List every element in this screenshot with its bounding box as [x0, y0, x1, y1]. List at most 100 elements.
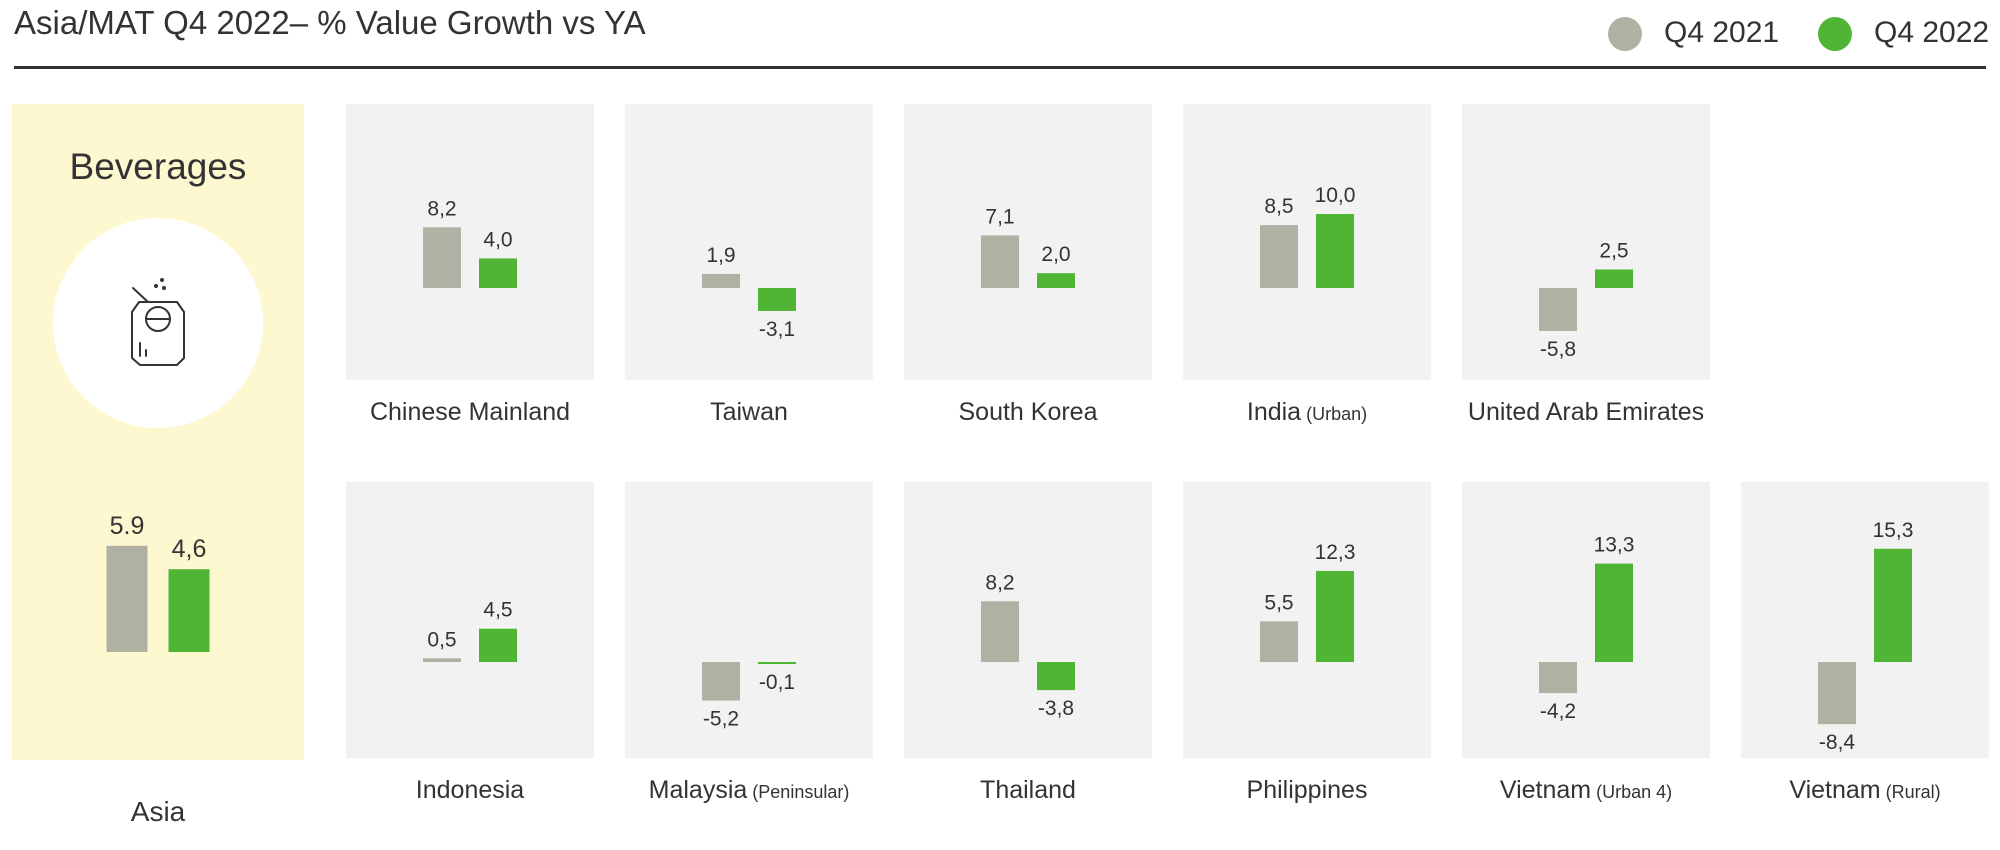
country-label-south-korea: South Korea: [884, 398, 1172, 427]
data-label-vietnam-rural-q4-2021: -8,4: [1819, 731, 1856, 754]
bar-asia-q4-2022: [168, 569, 210, 652]
data-label-vietnam-urban4-q4-2021: -4,2: [1540, 700, 1576, 723]
title-rule: [14, 66, 1986, 69]
data-label-india-q4-2021: 8,5: [1264, 195, 1293, 218]
country-label-malaysia: Malaysia (Peninsular): [605, 776, 893, 805]
beverage-can-icon: [131, 278, 185, 366]
bar-philippines-q4-2022: [1316, 570, 1354, 662]
bar-uae-q4-2022: [1595, 269, 1633, 288]
country-name: Chinese Mainland: [369, 398, 571, 426]
chart-panel-south-korea: 7,1 2,0: [904, 104, 1152, 380]
bar-malaysia-q4-2021: [702, 662, 740, 701]
data-label-thailand-q4-2022: -3,8: [1038, 697, 1074, 720]
bar-taiwan-q4-2022: [758, 288, 796, 311]
chart-panel-india: 8,5 10,0: [1183, 104, 1431, 380]
data-label-indonesia-q4-2022: 4,5: [483, 599, 512, 622]
country-label-vietnam-rural: Vietnam (Rural): [1721, 776, 2000, 805]
country-name: Thailand: [980, 776, 1076, 804]
category-heading: Beverages: [69, 146, 247, 187]
chart-panel-thailand: 8,2 -3,8: [904, 482, 1152, 758]
country-name: Philippines: [1246, 776, 1368, 804]
page-title: Asia/MAT Q4 2022– % Value Growth vs YA: [14, 4, 646, 41]
bars-chinese-mainland: 8,2 4,0: [423, 197, 517, 288]
country-name: Taiwan: [710, 398, 788, 426]
asia-bars: 5.9 4,6: [106, 512, 210, 652]
country-label-india: India (Urban): [1163, 398, 1451, 427]
bar-thailand-q4-2021: [981, 601, 1019, 662]
country-name: Vietnam: [1499, 776, 1592, 804]
bars-south-korea: 7,1 2,0: [981, 205, 1075, 288]
chart-panel-uae: -5,8 2,5: [1462, 104, 1710, 380]
icon-circle: [53, 218, 263, 428]
bar-india-q4-2022: [1316, 214, 1354, 288]
bars-vietnam-rural: -8,4 15,3: [1818, 519, 1914, 754]
country-name: United Arab Emirates: [1467, 398, 1705, 426]
bar-taiwan-q4-2021: [702, 273, 740, 288]
chart-panel-malaysia: -5,2 -0,1: [625, 482, 873, 758]
data-label-south-korea-q4-2022: 2,0: [1041, 243, 1070, 266]
chart-panel-vietnam-urban4: -4,2 13,3: [1462, 482, 1710, 758]
country-name: Indonesia: [415, 776, 525, 804]
bars-malaysia: -5,2 -0,1: [702, 662, 796, 730]
data-label-asia-q4-2022: 4,6: [172, 535, 207, 563]
data-label-philippines-q4-2021: 5,5: [1264, 591, 1293, 614]
country-name: South Korea: [958, 398, 1098, 426]
data-label-uae-q4-2022: 2,5: [1599, 240, 1628, 263]
bar-asia-q4-2021: [106, 545, 148, 652]
bar-vietnam-rural-q4-2021: [1818, 662, 1856, 725]
country-qualifier: (Peninsular): [747, 782, 850, 802]
region-label-asia: Asia: [130, 796, 186, 827]
data-label-india-q4-2022: 10,0: [1315, 184, 1356, 207]
chart-panel-vietnam-rural: -8,4 15,3: [1741, 482, 1989, 758]
bars-taiwan: 1,9 -3,1: [702, 244, 796, 341]
country-label-philippines: Philippines: [1163, 776, 1451, 805]
legend-swatch-q4-2022: [1818, 17, 1852, 51]
country-label-taiwan: Taiwan: [605, 398, 893, 427]
bar-indonesia-q4-2021: [423, 658, 461, 662]
legend-label-q4-2021: Q4 2021: [1664, 16, 1780, 49]
country-label-chinese-mainland: Chinese Mainland: [326, 398, 614, 427]
bars-vietnam-urban4: -4,2 13,3: [1539, 534, 1635, 723]
bar-chinese-mainland-q4-2021: [423, 227, 461, 288]
data-label-malaysia-q4-2022: -0,1: [759, 671, 795, 694]
asia-panel: Beverages: [12, 104, 304, 760]
country-qualifier: (Urban 4): [1591, 782, 1673, 802]
bars-thailand: 8,2 -3,8: [981, 571, 1075, 720]
chart-panel-chinese-mainland: 8,2 4,0: [346, 104, 594, 380]
chart-panel-taiwan: 1,9 -3,1: [625, 104, 873, 380]
country-label-vietnam-urban4: Vietnam (Urban 4): [1442, 776, 1730, 805]
data-label-south-korea-q4-2021: 7,1: [985, 205, 1014, 228]
chart-panel-indonesia: 0,5 4,5: [346, 482, 594, 758]
data-label-chinese-mainland-q4-2021: 8,2: [427, 197, 456, 220]
country-qualifier: (Urban): [1301, 404, 1368, 424]
bar-vietnam-rural-q4-2022: [1874, 548, 1912, 662]
data-label-taiwan-q4-2021: 1,9: [706, 244, 735, 267]
data-label-philippines-q4-2022: 12,3: [1315, 541, 1356, 564]
data-label-indonesia-q4-2021: 0,5: [427, 628, 456, 651]
country-qualifier: (Rural): [1880, 782, 1941, 802]
data-label-vietnam-rural-q4-2022: 15,3: [1873, 519, 1914, 542]
legend-label-q4-2022: Q4 2022: [1874, 16, 1990, 49]
bar-chinese-mainland-q4-2022: [479, 258, 517, 288]
bars-uae: -5,8 2,5: [1539, 240, 1633, 361]
country-name: Malaysia: [648, 776, 748, 804]
bar-south-korea-q4-2021: [981, 235, 1019, 288]
data-label-uae-q4-2021: -5,8: [1540, 338, 1576, 361]
bar-south-korea-q4-2022: [1037, 273, 1075, 288]
legend: Q4 2021 Q4 2022: [1608, 14, 1990, 58]
data-label-asia-q4-2021: 5.9: [110, 512, 145, 540]
bar-uae-q4-2021: [1539, 288, 1577, 331]
bar-philippines-q4-2021: [1260, 621, 1298, 662]
bar-thailand-q4-2022: [1037, 662, 1075, 691]
country-label-indonesia: Indonesia: [326, 776, 614, 805]
bars-india: 8,5 10,0: [1260, 184, 1356, 288]
country-name: Vietnam: [1789, 776, 1881, 804]
country-label-uae: United Arab Emirates: [1442, 398, 1730, 427]
country-label-thailand: Thailand: [884, 776, 1172, 805]
bar-india-q4-2021: [1260, 225, 1298, 288]
data-label-chinese-mainland-q4-2022: 4,0: [483, 228, 512, 251]
data-label-vietnam-urban4-q4-2022: 13,3: [1594, 534, 1635, 557]
data-label-taiwan-q4-2022: -3,1: [759, 318, 795, 341]
country-name: India: [1246, 398, 1302, 426]
bar-malaysia-q4-2022: [758, 662, 796, 664]
